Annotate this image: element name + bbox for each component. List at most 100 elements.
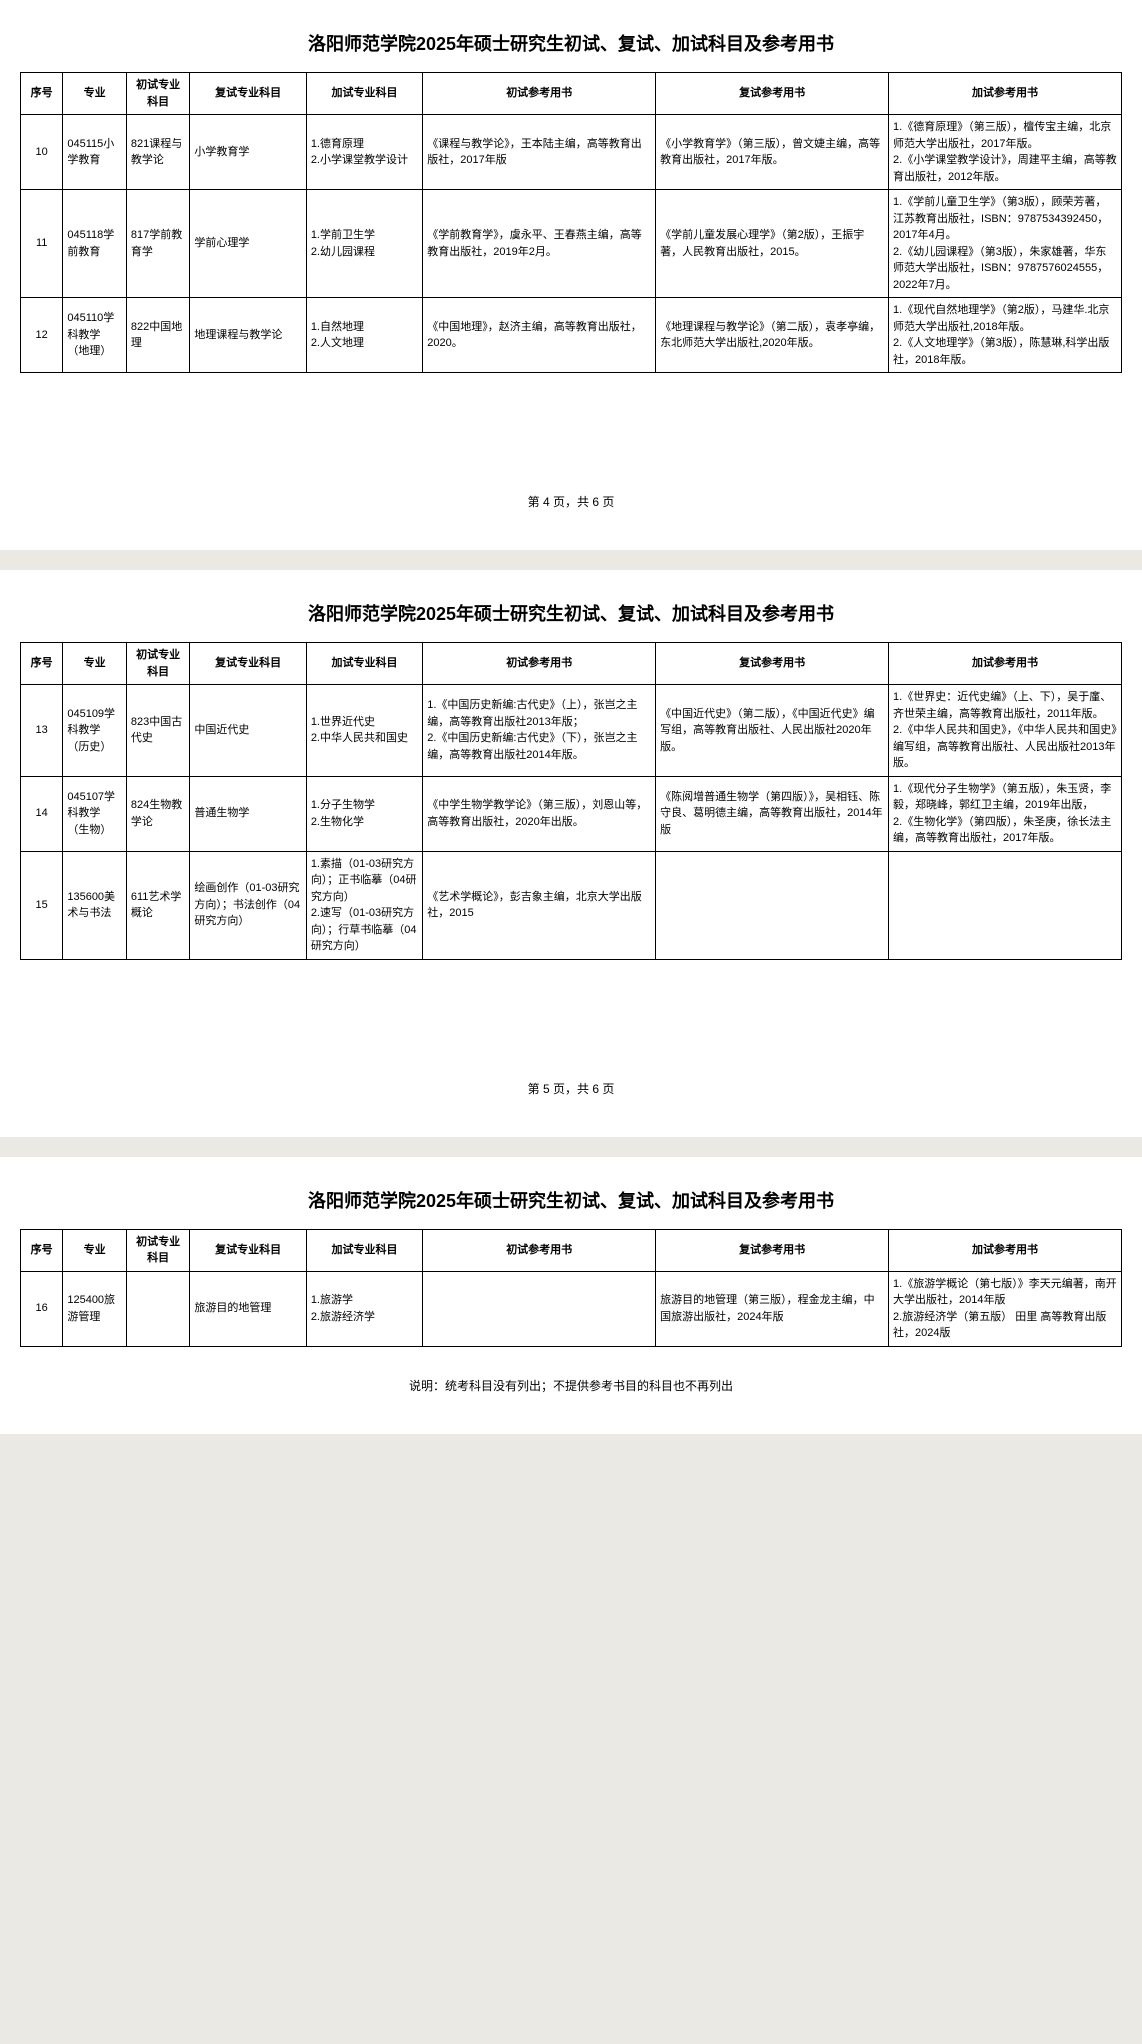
table-cell: 1.自然地理2.人文地理 (306, 298, 422, 373)
doc-title: 洛阳师范学院2025年硕士研究生初试、复试、加试科目及参考用书 (20, 1187, 1122, 1213)
page: 洛阳师范学院2025年硕士研究生初试、复试、加试科目及参考用书序号专业初试专业科… (0, 1157, 1142, 1434)
table-header-cell: 初试专业科目 (126, 643, 190, 685)
table-cell: 《学前教育学》，虞永平、王春燕主编，高等教育出版社，2019年2月。 (423, 190, 656, 298)
page: 洛阳师范学院2025年硕士研究生初试、复试、加试科目及参考用书序号专业初试专业科… (0, 570, 1142, 1137)
table-cell: 《艺术学概论》，彭吉象主编，北京大学出版社，2015 (423, 851, 656, 959)
table-cell: 《中学生物学教学论》（第三版），刘恩山等，高等教育出版社，2020年出版。 (423, 776, 656, 851)
table-cell: 12 (21, 298, 63, 373)
table-cell: 中国近代史 (190, 685, 306, 777)
doc-title: 洛阳师范学院2025年硕士研究生初试、复试、加试科目及参考用书 (20, 600, 1122, 626)
table-cell: 《中国地理》，赵济主编，高等教育出版社，2020。 (423, 298, 656, 373)
table-header-cell: 加试专业科目 (306, 73, 422, 115)
table-header-cell: 加试参考用书 (889, 643, 1122, 685)
table-cell: 《学前儿童发展心理学》（第2版），王振宇著，人民教育出版社，2015。 (656, 190, 889, 298)
table-header-cell: 加试参考用书 (889, 73, 1122, 115)
table-header-cell: 序号 (21, 643, 63, 685)
page-note: 说明：统考科目没有列出；不提供参考书目的科目也不再列出 (20, 1377, 1122, 1394)
table-header-cell: 复试参考用书 (656, 73, 889, 115)
table-cell: 045115小学教育 (63, 115, 127, 190)
table-cell: 045110学科教学（地理） (63, 298, 127, 373)
table-cell: 1.《中国历史新编:古代史》（上），张岂之主编，高等教育出版社2013年版；2.… (423, 685, 656, 777)
table-cell: 1.《现代自然地理学》（第2版），马建华.北京师范大学出版社,2018年版。2.… (889, 298, 1122, 373)
table-cell: 822中国地理 (126, 298, 190, 373)
table-header-row: 序号专业初试专业科目复试专业科目加试专业科目初试参考用书复试参考用书加试参考用书 (21, 1229, 1122, 1271)
table-cell: 旅游目的地管理（第三版），程金龙主编，中国旅游出版社，2024年版 (656, 1271, 889, 1346)
table-cell: 1.《世界史：近代史编》（上、下），吴于廑、齐世荣主编，高等教育出版社，2011… (889, 685, 1122, 777)
subject-table: 序号专业初试专业科目复试专业科目加试专业科目初试参考用书复试参考用书加试参考用书… (20, 72, 1122, 373)
subject-table: 序号专业初试专业科目复试专业科目加试专业科目初试参考用书复试参考用书加试参考用书… (20, 1229, 1122, 1347)
table-cell: 823中国古代史 (126, 685, 190, 777)
table-header-cell: 初试专业科目 (126, 1229, 190, 1271)
table-header-cell: 初试参考用书 (423, 73, 656, 115)
table-header-cell: 初试参考用书 (423, 1229, 656, 1271)
table-cell: 11 (21, 190, 63, 298)
table-cell (423, 1271, 656, 1346)
table-cell: 1.《德育原理》（第三版），檀传宝主编，北京师范大学出版社，2017年版。2.《… (889, 115, 1122, 190)
table-cell (126, 1271, 190, 1346)
table-cell: 小学教育学 (190, 115, 306, 190)
table-cell: 学前心理学 (190, 190, 306, 298)
table-cell: 旅游目的地管理 (190, 1271, 306, 1346)
table-cell: 1.德育原理2.小学课堂教学设计 (306, 115, 422, 190)
table-cell: 《小学教育学》（第三版），曾文婕主编，高等教育出版社，2017年版。 (656, 115, 889, 190)
page: 洛阳师范学院2025年硕士研究生初试、复试、加试科目及参考用书序号专业初试专业科… (0, 0, 1142, 550)
table-cell: 《中国近代史》（第二版），《中国近代史》编写组，高等教育出版社、人民出版社202… (656, 685, 889, 777)
table-cell: 045109学科教学（历史） (63, 685, 127, 777)
table-cell: 1.素描（01-03研究方向）；正书临摹（04研究方向）2.速写（01-03研究… (306, 851, 422, 959)
table-header-cell: 专业 (63, 643, 127, 685)
page-footer: 第 5 页，共 6 页 (20, 1080, 1122, 1097)
table-cell: 611艺术学概论 (126, 851, 190, 959)
table-cell: 《陈阅增普通生物学（第四版）》，吴相钰、陈守良、葛明德主编，高等教育出版社，20… (656, 776, 889, 851)
table-header-cell: 复试专业科目 (190, 1229, 306, 1271)
table-cell: 821课程与教学论 (126, 115, 190, 190)
table-header-row: 序号专业初试专业科目复试专业科目加试专业科目初试参考用书复试参考用书加试参考用书 (21, 73, 1122, 115)
table-header-cell: 专业 (63, 1229, 127, 1271)
doc-title: 洛阳师范学院2025年硕士研究生初试、复试、加试科目及参考用书 (20, 30, 1122, 56)
table-cell: 824生物教学论 (126, 776, 190, 851)
page-footer: 第 4 页，共 6 页 (20, 493, 1122, 510)
table-cell: 14 (21, 776, 63, 851)
table-cell: 135600美术与书法 (63, 851, 127, 959)
table-header-cell: 序号 (21, 73, 63, 115)
table-cell: 1.《现代分子生物学》（第五版），朱玉贤，李毅，郑晓峰，郭红卫主编，2019年出… (889, 776, 1122, 851)
table-row: 11045118学前教育817学前教育学学前心理学1.学前卫生学2.幼儿园课程《… (21, 190, 1122, 298)
table-header-row: 序号专业初试专业科目复试专业科目加试专业科目初试参考用书复试参考用书加试参考用书 (21, 643, 1122, 685)
table-cell: 15 (21, 851, 63, 959)
table-cell (889, 851, 1122, 959)
table-cell: 普通生物学 (190, 776, 306, 851)
table-row: 16125400旅游管理旅游目的地管理1.旅游学2.旅游经济学旅游目的地管理（第… (21, 1271, 1122, 1346)
table-cell: 817学前教育学 (126, 190, 190, 298)
table-header-cell: 加试参考用书 (889, 1229, 1122, 1271)
table-row: 14045107学科教学（生物）824生物教学论普通生物学1.分子生物学2.生物… (21, 776, 1122, 851)
table-header-cell: 初试专业科目 (126, 73, 190, 115)
table-cell: 1.学前卫生学2.幼儿园课程 (306, 190, 422, 298)
table-cell: 16 (21, 1271, 63, 1346)
table-header-cell: 复试专业科目 (190, 643, 306, 685)
table-cell: 地理课程与教学论 (190, 298, 306, 373)
subject-table: 序号专业初试专业科目复试专业科目加试专业科目初试参考用书复试参考用书加试参考用书… (20, 642, 1122, 960)
table-row: 13045109学科教学（历史）823中国古代史中国近代史1.世界近代史2.中华… (21, 685, 1122, 777)
table-cell: 1.《学前儿童卫生学》（第3版），顾荣芳著，江苏教育出版社，ISBN：97875… (889, 190, 1122, 298)
table-header-cell: 复试专业科目 (190, 73, 306, 115)
table-cell: 125400旅游管理 (63, 1271, 127, 1346)
table-cell: 13 (21, 685, 63, 777)
table-row: 12045110学科教学（地理）822中国地理地理课程与教学论1.自然地理2.人… (21, 298, 1122, 373)
table-cell: 045118学前教育 (63, 190, 127, 298)
table-header-cell: 复试参考用书 (656, 643, 889, 685)
table-cell: 1.世界近代史2.中华人民共和国史 (306, 685, 422, 777)
table-header-cell: 复试参考用书 (656, 1229, 889, 1271)
table-row: 15135600美术与书法611艺术学概论绘画创作（01-03研究方向）；书法创… (21, 851, 1122, 959)
table-cell: 《地理课程与教学论》（第二版），袁孝亭编，东北师范大学出版社,2020年版。 (656, 298, 889, 373)
table-cell: 045107学科教学（生物） (63, 776, 127, 851)
table-cell: 绘画创作（01-03研究方向）；书法创作（04研究方向） (190, 851, 306, 959)
table-header-cell: 专业 (63, 73, 127, 115)
table-header-cell: 序号 (21, 1229, 63, 1271)
table-header-cell: 加试专业科目 (306, 643, 422, 685)
table-cell: 1.《旅游学概论（第七版）》李天元编著，南开大学出版社，2014年版2.旅游经济… (889, 1271, 1122, 1346)
table-cell: 《课程与教学论》，王本陆主编，高等教育出版社，2017年版 (423, 115, 656, 190)
table-header-cell: 初试参考用书 (423, 643, 656, 685)
table-cell: 10 (21, 115, 63, 190)
table-header-cell: 加试专业科目 (306, 1229, 422, 1271)
table-cell (656, 851, 889, 959)
table-cell: 1.分子生物学2.生物化学 (306, 776, 422, 851)
